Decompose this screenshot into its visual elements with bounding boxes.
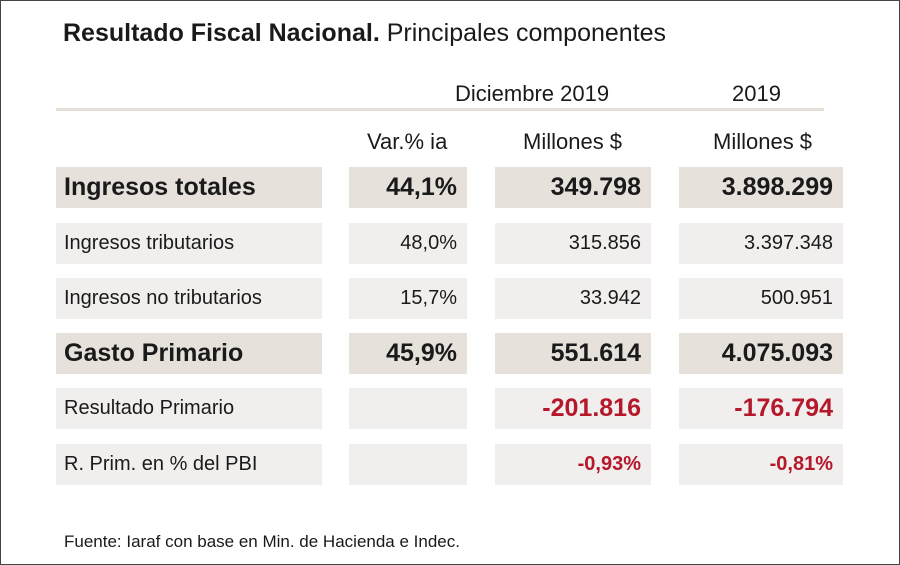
row-year-resultado-pbi: -0,81% [679, 444, 843, 485]
row-var-ingresos-no-tributarios: 15,7% [349, 278, 467, 319]
unit-header-millions-dec: Millones $ [523, 129, 623, 154]
row-year-ingresos-tributarios: 3.397.348 [679, 223, 843, 264]
row-label-ingresos-no-tributarios: Ingresos no tributarios [56, 278, 322, 319]
title-regular: Principales componentes [386, 19, 667, 47]
row-year-gasto-primario: 4.075.093 [679, 333, 843, 374]
row-var-gasto-primario: 45,9% [349, 333, 467, 374]
row-var-resultado-pbi [349, 444, 467, 485]
row-dec-ingresos-tributarios: 315.856 [495, 223, 651, 264]
row-dec-resultado-pbi: -0,93% [495, 444, 651, 485]
row-label-gasto-primario: Gasto Primario [56, 333, 322, 374]
row-label-resultado-primario: Resultado Primario [56, 388, 322, 429]
row-dec-resultado-primario: -201.816 [495, 388, 651, 429]
row-year-resultado-primario: -176.794 [679, 388, 843, 429]
row-var-ingresos-tributarios: 48,0% [349, 223, 467, 264]
row-var-ingresos-totales: 44,1% [349, 167, 467, 208]
row-var-resultado-primario [349, 388, 467, 429]
unit-header-millions-year: Millones $ [713, 129, 813, 154]
row-label-ingresos-totales: Ingresos totales [56, 167, 322, 208]
period-header-year: 2019 [732, 81, 781, 106]
row-year-ingresos-totales: 3.898.299 [679, 167, 843, 208]
row-dec-ingresos-totales: 349.798 [495, 167, 651, 208]
row-dec-gasto-primario: 551.614 [495, 333, 651, 374]
row-label-ingresos-tributarios: Ingresos tributarios [56, 223, 322, 264]
row-year-ingresos-no-tributarios: 500.951 [679, 278, 843, 319]
source-note: Fuente: Iaraf con base en Min. de Hacien… [64, 532, 460, 551]
row-label-resultado-pbi: R. Prim. en % del PBI [56, 444, 322, 485]
period-header-december: Diciembre 2019 [455, 81, 610, 106]
table-title: Resultado Fiscal Nacional. Principales c… [63, 19, 666, 48]
header-divider [56, 108, 824, 111]
row-dec-ingresos-no-tributarios: 33.942 [495, 278, 651, 319]
title-bold: Resultado Fiscal Nacional. [63, 19, 380, 47]
unit-header-var: Var.% ia [367, 129, 448, 154]
